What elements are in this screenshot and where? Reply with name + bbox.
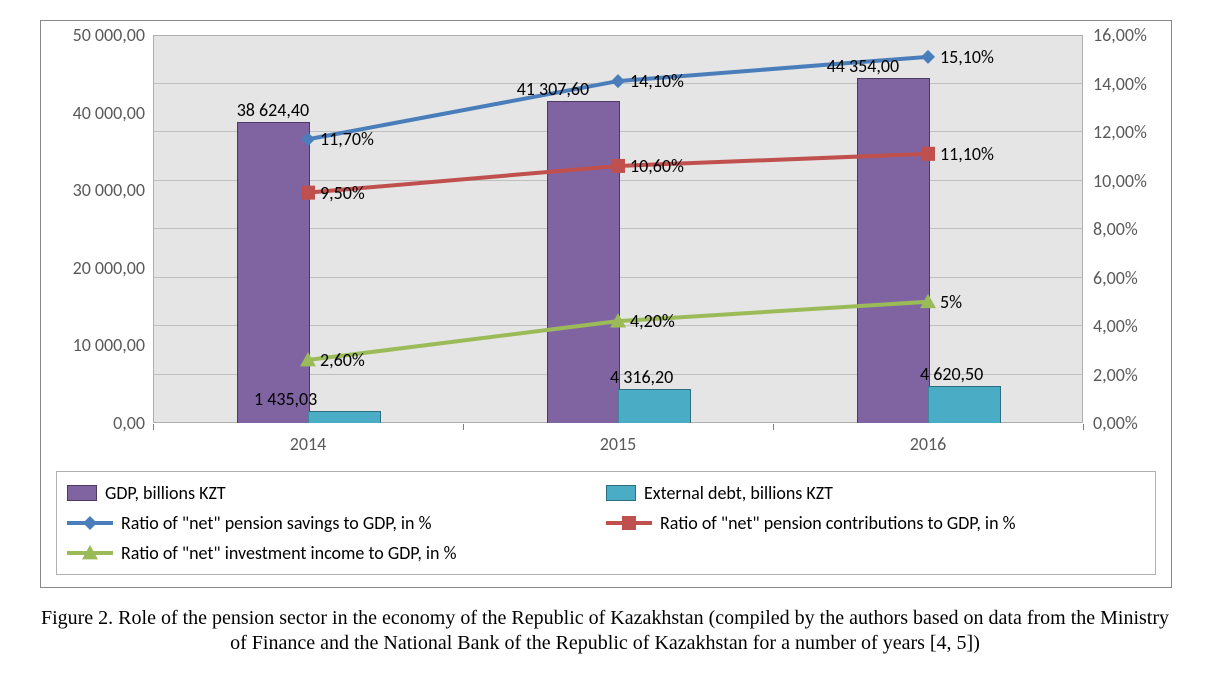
- x-tick: [153, 424, 154, 430]
- legend-label: GDP, billions KZT: [105, 482, 226, 504]
- x-category-label: 2014: [290, 433, 327, 455]
- y-left-tick-label: 30 000,00: [45, 179, 145, 201]
- line-value-label: 4,20%: [630, 310, 675, 332]
- line-value-label: 11,70%: [320, 128, 374, 150]
- line-value-label: 14,10%: [630, 70, 684, 92]
- y-right-tick-label: 6,00%: [1093, 267, 1138, 289]
- legend-item: Ratio of "net" pension contributions to …: [606, 512, 1145, 534]
- y-left-tick-label: 20 000,00: [45, 257, 145, 279]
- figure-container: GDP, billions KZT External debt, billions…: [0, 0, 1210, 666]
- legend-item: Ratio of "net" pension savings to GDP, i…: [67, 512, 606, 534]
- line-value-label: 2,60%: [320, 349, 365, 371]
- y-left-tick-label: 0,00: [45, 412, 145, 434]
- legend-label: Ratio of "net" pension savings to GDP, i…: [121, 512, 431, 534]
- y-right-tick-label: 8,00%: [1093, 218, 1138, 240]
- x-category-label: 2016: [910, 433, 947, 455]
- y-right-tick-label: 2,00%: [1093, 364, 1138, 386]
- y-right-tick-label: 0,00%: [1093, 412, 1138, 434]
- y-right-tick-label: 16,00%: [1093, 24, 1147, 46]
- legend-item: GDP, billions KZT: [67, 482, 606, 504]
- figure-caption: Figure 2. Role of the pension sector in …: [40, 606, 1170, 656]
- bar-external-debt: [928, 386, 1001, 423]
- legend-item: External debt, billions KZT: [606, 482, 1145, 504]
- y-left-tick-label: 40 000,00: [45, 102, 145, 124]
- y-left-tick-label: 10 000,00: [45, 334, 145, 356]
- legend-swatch: [67, 485, 97, 501]
- line-value-label: 5%: [940, 291, 962, 313]
- x-category-label: 2015: [600, 433, 637, 455]
- line-value-label: 11,10%: [940, 143, 994, 165]
- gridline: [153, 83, 1083, 84]
- legend-label: External debt, billions KZT: [644, 482, 833, 504]
- y-right-tick-label: 4,00%: [1093, 315, 1138, 337]
- bar-gdp: [857, 78, 930, 423]
- legend: GDP, billions KZT External debt, billions…: [56, 471, 1156, 575]
- line-value-label: 10,60%: [630, 155, 684, 177]
- y-right-tick-label: 14,00%: [1093, 73, 1147, 95]
- chart-frame: GDP, billions KZT External debt, billions…: [40, 20, 1172, 588]
- line-value-label: 9,50%: [320, 182, 365, 204]
- bar-gdp: [547, 101, 620, 423]
- legend-label: Ratio of "net" investment income to GDP,…: [121, 542, 456, 564]
- line-value-label: 15,10%: [940, 46, 994, 68]
- legend-label: Ratio of "net" pension contributions to …: [660, 512, 1015, 534]
- bar-value-label: 4 316,20: [610, 366, 673, 388]
- bar-external-debt: [618, 389, 691, 423]
- x-tick: [1083, 424, 1084, 430]
- y-right-tick-label: 12,00%: [1093, 121, 1147, 143]
- legend-swatch: [606, 513, 652, 533]
- x-tick: [463, 424, 464, 430]
- bar-value-label: 44 354,00: [827, 55, 899, 77]
- bar-value-label: 41 307,60: [517, 78, 589, 100]
- bar-gdp: [237, 122, 310, 423]
- series-marker: [611, 74, 625, 88]
- bar-value-label: 38 624,40: [237, 99, 309, 121]
- bar-value-label: 4 620,50: [920, 363, 983, 385]
- series-marker: [921, 50, 935, 64]
- legend-item: Ratio of "net" investment income to GDP,…: [67, 542, 606, 564]
- legend-swatch: [67, 513, 113, 533]
- y-right-tick-label: 10,00%: [1093, 170, 1147, 192]
- bar-value-label: 1 435,03: [254, 388, 317, 410]
- y-left-tick-label: 50 000,00: [45, 24, 145, 46]
- legend-swatch: [67, 543, 113, 563]
- bar-external-debt: [308, 411, 381, 423]
- x-tick: [773, 424, 774, 430]
- legend-swatch: [606, 485, 636, 501]
